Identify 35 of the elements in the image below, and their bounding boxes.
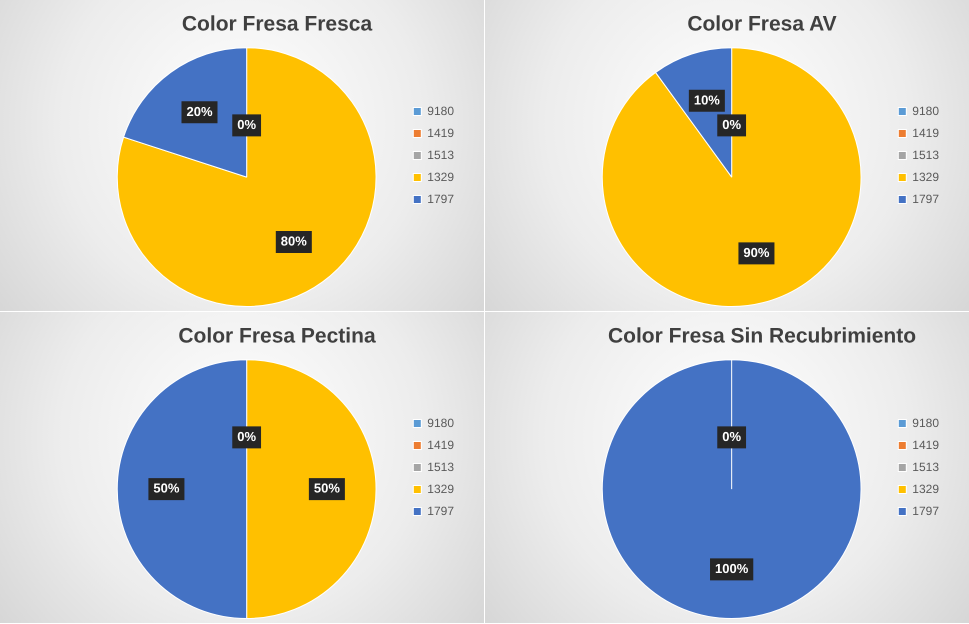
- data-label: 90%: [743, 244, 770, 260]
- text: 0%: [237, 428, 256, 444]
- legend-label: 1797: [427, 504, 454, 518]
- data-label: 100%: [715, 560, 749, 576]
- chart-title: Color Fresa Fresca: [182, 12, 372, 36]
- legend-label: 9180: [427, 416, 454, 430]
- legend-label: 1329: [912, 482, 940, 496]
- legend-label: 1419: [427, 438, 454, 452]
- data-label: 50%: [314, 480, 340, 496]
- legend-label: 1513: [427, 460, 454, 474]
- chart-title: Color Fresa Sin Recubrimiento: [608, 324, 916, 348]
- legend-label: 9180: [912, 104, 940, 118]
- legend-label: 1797: [912, 192, 940, 206]
- legend-label: 1329: [912, 170, 940, 184]
- chart-title: Color Fresa AV: [687, 12, 837, 36]
- legend-label: 1329: [427, 482, 454, 496]
- legend-label: 1419: [912, 438, 940, 452]
- legend-label: 9180: [912, 416, 940, 430]
- legend-label: 1419: [427, 126, 454, 140]
- legend-label: 9180: [427, 104, 454, 118]
- text: 0%: [237, 116, 256, 132]
- legend-label: 1419: [912, 126, 940, 140]
- data-label: 10%: [694, 92, 720, 108]
- legend-label: 1797: [912, 504, 940, 518]
- data-label: 50%: [153, 480, 180, 496]
- text: 0%: [722, 428, 742, 444]
- legend-label: 1513: [427, 148, 454, 162]
- data-label: 80%: [280, 234, 308, 249]
- text: 0%: [722, 116, 742, 132]
- legend-label: 1513: [912, 460, 940, 474]
- legend-label: 1329: [427, 170, 454, 184]
- data-label: 20%: [186, 104, 213, 119]
- legend-label: 1797: [427, 192, 454, 206]
- legend-label: 1513: [912, 148, 940, 162]
- chart-title: Color Fresa Pectina: [178, 324, 376, 348]
